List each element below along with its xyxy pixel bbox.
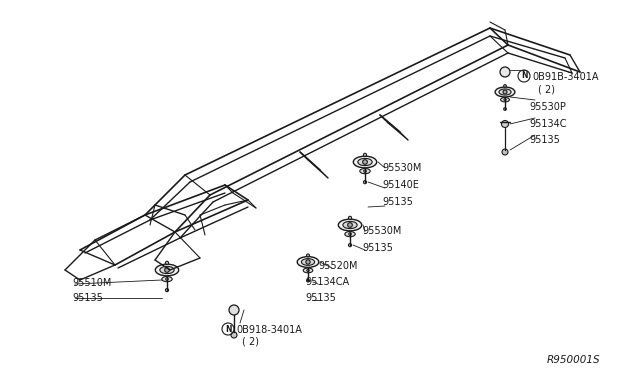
Ellipse shape — [500, 97, 509, 102]
Circle shape — [166, 278, 168, 280]
Text: 95135: 95135 — [529, 135, 560, 145]
Text: 0B918-3401A: 0B918-3401A — [236, 325, 302, 335]
Text: 95530P: 95530P — [529, 102, 566, 112]
Circle shape — [348, 216, 351, 219]
Ellipse shape — [297, 257, 319, 267]
Circle shape — [307, 254, 310, 257]
Ellipse shape — [303, 268, 313, 273]
Ellipse shape — [339, 219, 362, 231]
Circle shape — [306, 260, 310, 264]
Ellipse shape — [301, 259, 315, 265]
Ellipse shape — [343, 221, 357, 229]
Circle shape — [164, 268, 170, 272]
Text: 95530M: 95530M — [382, 163, 421, 173]
Circle shape — [504, 84, 506, 87]
Text: 95135: 95135 — [362, 243, 393, 253]
Text: 95530M: 95530M — [362, 226, 401, 236]
Text: 95135: 95135 — [72, 293, 103, 303]
Text: N: N — [521, 71, 527, 80]
Circle shape — [364, 180, 367, 184]
Text: 95510M: 95510M — [72, 278, 111, 288]
Ellipse shape — [353, 156, 377, 168]
Ellipse shape — [345, 231, 355, 237]
Circle shape — [165, 261, 168, 264]
Ellipse shape — [499, 89, 511, 95]
Text: R950001S: R950001S — [547, 355, 600, 365]
Circle shape — [348, 223, 353, 227]
Circle shape — [348, 244, 351, 247]
Circle shape — [504, 108, 506, 110]
Text: 95140E: 95140E — [382, 180, 419, 190]
Ellipse shape — [495, 87, 515, 97]
Ellipse shape — [162, 276, 172, 282]
Ellipse shape — [360, 169, 370, 174]
Text: N: N — [225, 324, 231, 334]
Circle shape — [502, 149, 508, 155]
Ellipse shape — [156, 264, 179, 276]
Text: 95134CA: 95134CA — [305, 277, 349, 287]
Circle shape — [165, 289, 168, 292]
Text: 95135: 95135 — [382, 197, 413, 207]
Text: 95134C: 95134C — [529, 119, 566, 129]
Text: 95520M: 95520M — [318, 261, 358, 271]
Ellipse shape — [160, 266, 174, 274]
Circle shape — [307, 269, 309, 272]
Circle shape — [364, 153, 367, 156]
Circle shape — [504, 99, 506, 101]
Text: 95135: 95135 — [305, 293, 336, 303]
Circle shape — [500, 67, 510, 77]
Ellipse shape — [358, 158, 372, 166]
Text: ( 2): ( 2) — [538, 84, 555, 94]
Text: 0B91B-3401A: 0B91B-3401A — [532, 72, 598, 82]
Circle shape — [502, 121, 509, 128]
Circle shape — [307, 279, 310, 282]
Circle shape — [229, 305, 239, 315]
Circle shape — [231, 332, 237, 338]
Circle shape — [503, 90, 507, 94]
Circle shape — [363, 160, 367, 164]
Circle shape — [349, 233, 351, 235]
Circle shape — [364, 170, 366, 172]
Text: ( 2): ( 2) — [242, 337, 259, 347]
